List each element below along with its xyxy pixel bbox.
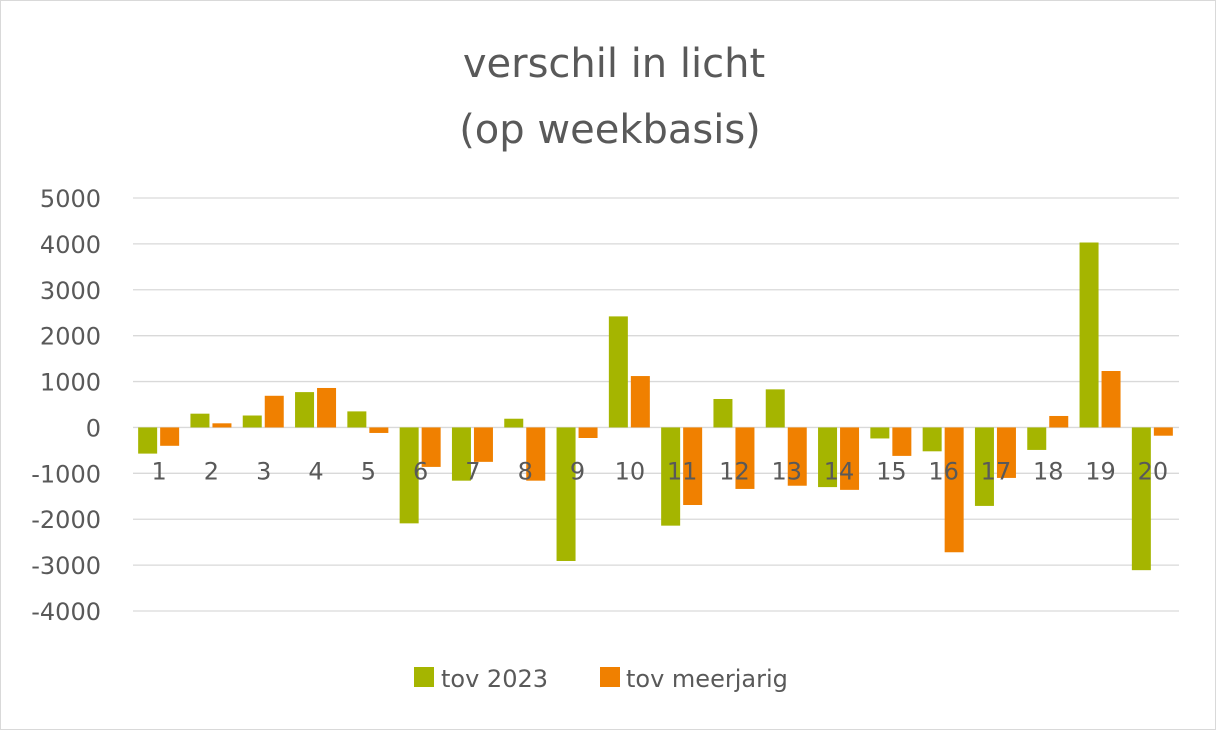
bar-tov-2023-week-7	[451, 427, 471, 481]
legend-label-tov-2023: tov 2023	[441, 665, 548, 693]
bars	[138, 242, 1173, 571]
bar-tov-2023-week-4	[295, 392, 315, 428]
bar-tov-2023-week-9	[556, 427, 576, 561]
bar-tov-meerjarig-week-9	[578, 427, 598, 438]
bar-tov-2023-week-17	[974, 427, 994, 506]
bar-tov-2023-week-13	[765, 389, 785, 428]
legend: tov 2023 tov meerjarig	[414, 665, 788, 693]
bar-tov-2023-week-15	[870, 427, 890, 439]
x-tick-label: 11	[667, 457, 698, 485]
bar-tov-2023-week-16	[922, 427, 942, 452]
x-tick-label: 18	[1033, 457, 1064, 485]
bar-tov-meerjarig-week-8	[526, 427, 546, 481]
bar-tov-meerjarig-week-1	[160, 427, 180, 446]
bar-tov-meerjarig-week-6	[421, 427, 441, 467]
bar-tov-meerjarig-week-2	[212, 423, 232, 428]
y-tick-label: -2000	[31, 506, 101, 534]
bar-tov-2023-week-8	[504, 418, 524, 428]
x-tick-label: 14	[824, 457, 855, 485]
bar-tov-meerjarig-week-5	[369, 427, 389, 433]
x-tick-label: 4	[308, 457, 323, 485]
x-tick-label: 7	[465, 457, 480, 485]
bar-tov-meerjarig-week-14	[840, 427, 860, 490]
legend-label-tov-meerjarig: tov meerjarig	[626, 665, 788, 693]
x-tick-label: 5	[361, 457, 376, 485]
x-tick-label: 20	[1138, 457, 1169, 485]
gridlines	[133, 197, 1179, 612]
legend-swatch-tov-meerjarig	[600, 667, 620, 687]
bar-tov-meerjarig-week-10	[630, 376, 650, 428]
x-tick-label: 9	[570, 457, 585, 485]
chart-title-line-2: (op weekbasis)	[459, 107, 761, 153]
x-axis-ticks: 1 2 3 4 5 6 7 8 9 10 11 12 13 14 15 16 17 18 19 20	[152, 457, 1169, 485]
x-tick-label: 19	[1085, 457, 1116, 485]
x-tick-label: 1	[152, 457, 167, 485]
x-tick-label: 10	[615, 457, 646, 485]
bar-tov-meerjarig-week-12	[735, 427, 755, 489]
x-tick-label: 17	[981, 457, 1012, 485]
bar-tov-meerjarig-week-13	[787, 427, 807, 486]
bar-tov-2023-week-1	[138, 427, 158, 454]
bar-tov-meerjarig-week-20	[1153, 427, 1173, 436]
bar-tov-meerjarig-week-19	[1101, 371, 1121, 428]
x-tick-label: 13	[771, 457, 802, 485]
bar-tov-2023-week-14	[818, 427, 838, 488]
bar-tov-meerjarig-week-11	[683, 427, 703, 505]
bar-tov-meerjarig-week-16	[944, 427, 964, 553]
y-axis-ticks: 5000 4000 3000 2000 1000 0 -1000 -2000 -3000 -400…	[31, 185, 101, 626]
bar-tov-2023-week-18	[1027, 427, 1047, 450]
chart-title: verschil in licht (op weekbasis)	[459, 41, 765, 153]
bar-tov-2023-week-12	[713, 398, 733, 428]
x-tick-label: 6	[413, 457, 428, 485]
x-tick-label: 12	[719, 457, 750, 485]
bar-tov-2023-week-3	[242, 415, 262, 428]
chart-title-line-1: verschil in licht	[463, 41, 765, 87]
x-tick-label: 15	[876, 457, 907, 485]
y-tick-label: -3000	[31, 552, 101, 580]
bar-tov-2023-week-6	[399, 427, 419, 524]
y-tick-label: 1000	[40, 369, 101, 397]
y-tick-label: -1000	[31, 460, 101, 488]
legend-swatch-tov-2023	[414, 667, 434, 687]
y-tick-label: 3000	[40, 277, 101, 305]
bar-tov-2023-week-10	[608, 316, 628, 428]
bar-tov-2023-week-20	[1131, 427, 1151, 571]
x-tick-label: 2	[204, 457, 219, 485]
x-tick-label: 16	[928, 457, 959, 485]
bar-tov-meerjarig-week-7	[473, 427, 493, 462]
bar-tov-2023-week-11	[661, 427, 681, 526]
bar-tov-2023-week-5	[347, 411, 367, 428]
y-tick-label: 2000	[40, 323, 101, 351]
bar-tov-meerjarig-week-3	[264, 395, 284, 428]
bar-tov-meerjarig-week-4	[317, 387, 337, 428]
bar-tov-2023-week-19	[1079, 242, 1099, 428]
x-tick-label: 8	[518, 457, 533, 485]
y-tick-label: 5000	[40, 185, 101, 213]
y-tick-label: 0	[86, 414, 101, 442]
y-tick-label: -4000	[31, 598, 101, 626]
bar-tov-2023-week-2	[190, 413, 210, 428]
bar-tov-meerjarig-week-18	[1049, 415, 1069, 428]
bar-tov-meerjarig-week-17	[996, 427, 1016, 478]
bar-tov-meerjarig-week-15	[892, 427, 912, 456]
y-tick-label: 4000	[40, 231, 101, 259]
x-tick-label: 3	[256, 457, 271, 485]
